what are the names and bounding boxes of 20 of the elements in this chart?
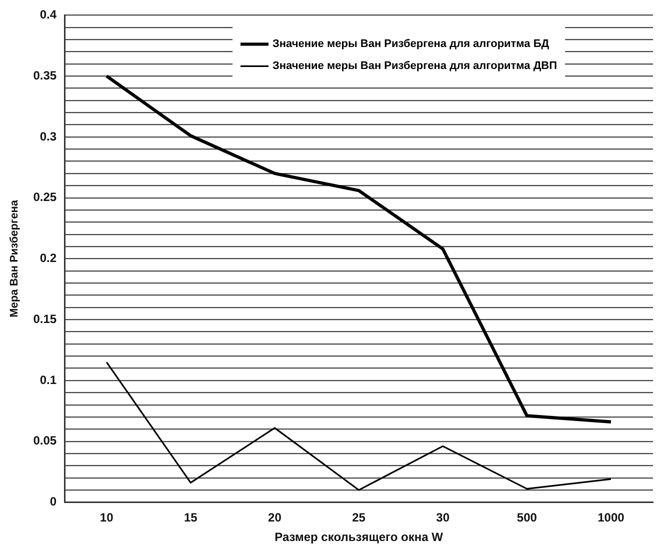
y-tick-label: 0.1 [40,372,57,387]
y-tick-label: 0.35 [33,68,57,82]
y-tick-label: 0 [50,494,57,509]
y-tick-label: 0.25 [33,190,57,204]
legend-label: Значение меры Ван Ризбергена для алгоритма ДВП [272,60,558,72]
legend-label: Значение меры Ван Ризбергена для алгоритма БД [272,38,550,50]
y-tick-label: 0.15 [33,312,57,326]
y-tick-label: 0.3 [40,129,57,144]
x-tick-label: 20 [268,510,282,525]
x-tick-label: 25 [352,510,366,525]
x-tick-label: 1000 [598,510,625,525]
x-tick-label: 30 [436,510,450,525]
x-axis-title: Размер скользящего окна W [274,530,444,544]
y-tick-label: 0.2 [40,251,57,266]
x-tick-label: 500 [516,510,538,525]
x-tick-label: 10 [100,510,114,525]
y-tick-label: 0.4 [40,8,57,22]
y-tick-label: 0.05 [33,434,57,448]
y-axis-title: Мера Ван Ризбергена [8,199,21,318]
x-tick-label: 15 [184,510,198,525]
